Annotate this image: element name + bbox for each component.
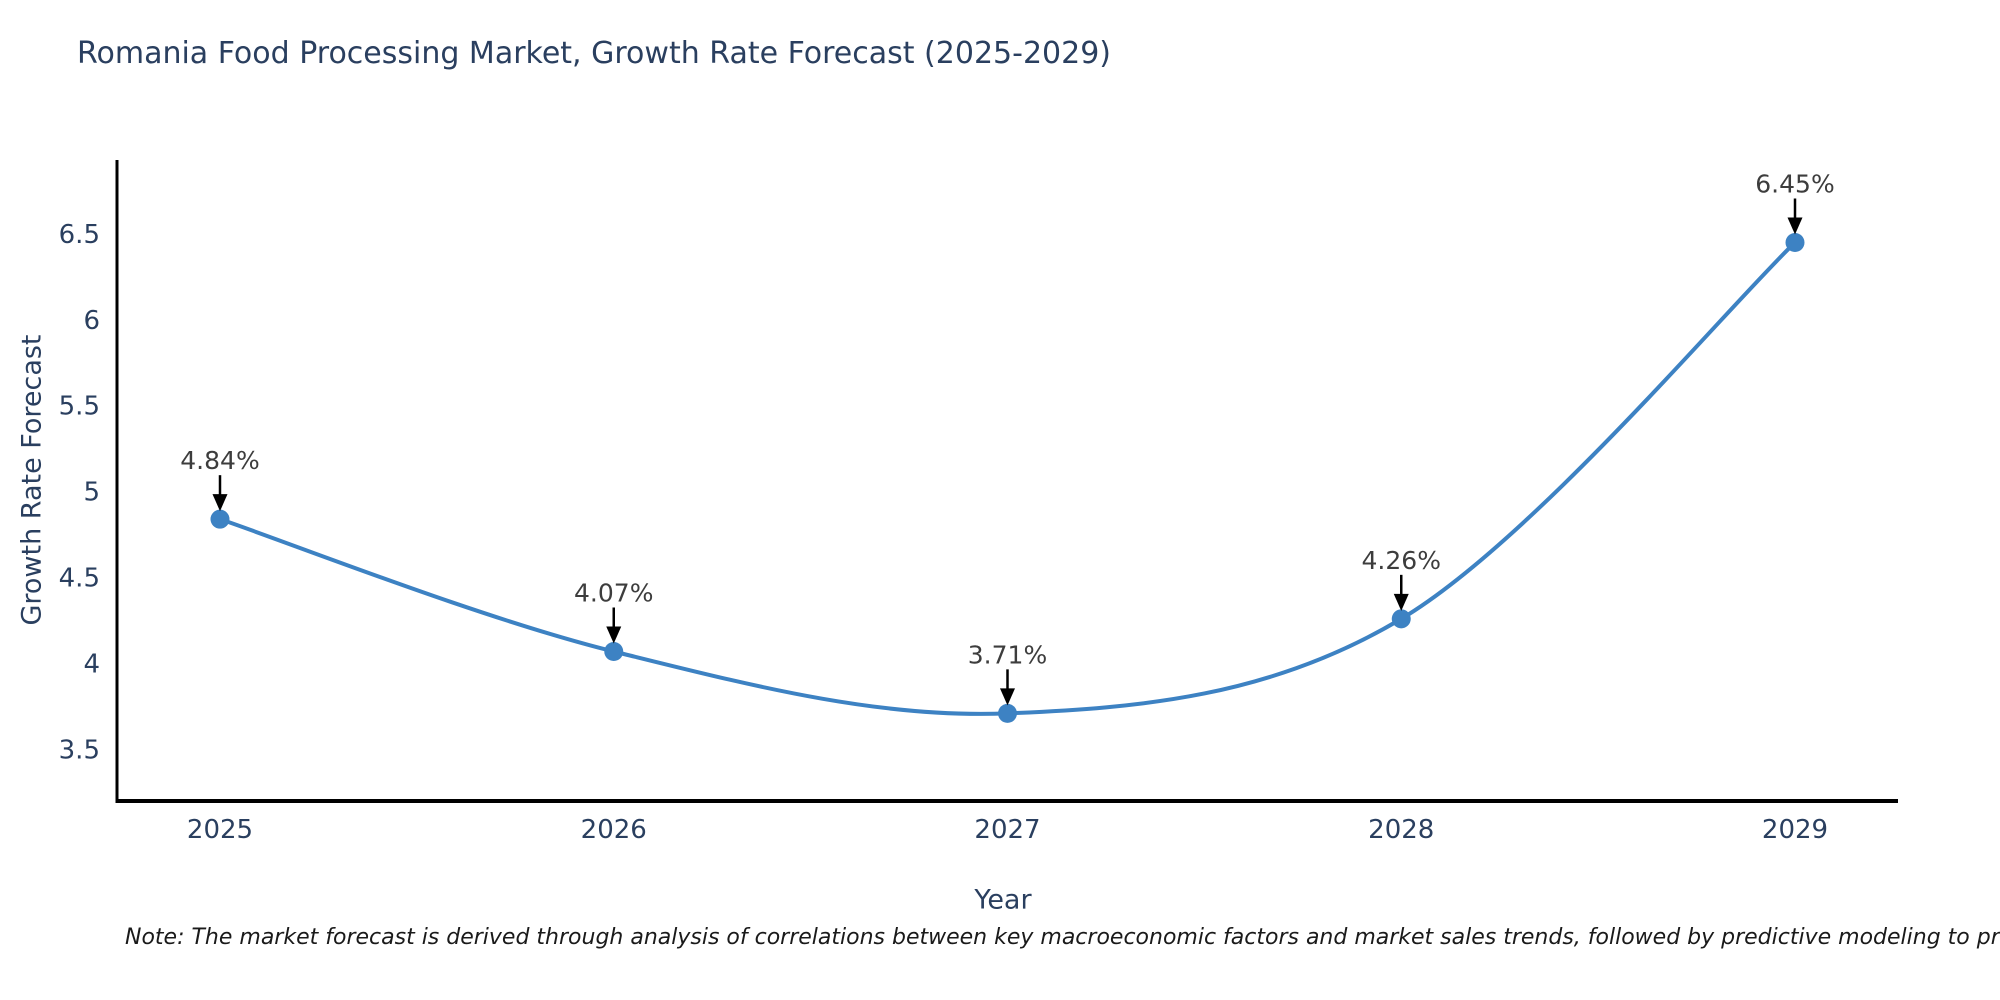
annotation-arrow-head	[1000, 688, 1015, 706]
y-tick-label: 6	[83, 306, 100, 336]
data-point-label: 4.26%	[1362, 546, 1441, 575]
data-point-marker	[604, 641, 624, 661]
data-point-label: 6.45%	[1755, 169, 1834, 198]
x-tick-label: 2028	[1368, 815, 1434, 845]
chart-title: Romania Food Processing Market, Growth R…	[77, 36, 1111, 71]
x-tick-label: 2027	[974, 815, 1040, 845]
y-tick-label: 5.5	[59, 392, 100, 422]
x-axis-title: Year	[974, 884, 1032, 916]
annotation-arrow-head	[606, 626, 622, 644]
y-tick-label: 3.5	[59, 735, 100, 765]
data-point-marker	[1391, 609, 1411, 629]
data-point-label: 4.84%	[180, 446, 259, 475]
data-point-label: 4.07%	[574, 578, 653, 607]
data-point-label: 3.71%	[968, 640, 1047, 669]
annotation-arrow-head	[1787, 217, 1803, 235]
x-tick-label: 2025	[187, 815, 253, 845]
x-tick-label: 2026	[581, 815, 647, 845]
annotation-arrow-head	[1393, 593, 1409, 611]
y-tick-label: 6.5	[59, 220, 100, 250]
y-tick-label: 5	[83, 478, 100, 508]
data-point-marker	[1785, 232, 1805, 252]
data-point-marker	[210, 509, 230, 529]
annotation-arrow-head	[212, 494, 228, 512]
trend-line	[218, 240, 1797, 716]
footnote: Note: The market forecast is derived thr…	[125, 925, 2000, 950]
data-point-marker	[998, 703, 1017, 723]
y-tick-label: 4.5	[59, 564, 100, 594]
x-tick-label: 2029	[1762, 815, 1828, 845]
y-tick-label: 4	[83, 650, 100, 680]
